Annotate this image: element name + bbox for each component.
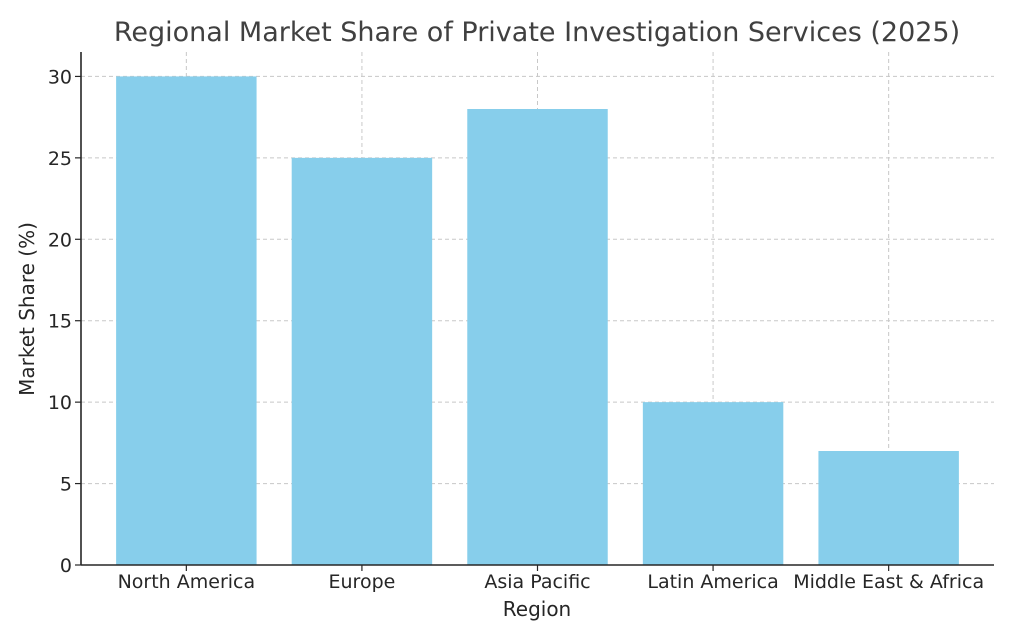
bar-north-america xyxy=(116,76,257,565)
y-tick-label: 25 xyxy=(48,148,72,170)
x-tick-label: Middle East & Africa xyxy=(793,571,984,593)
y-axis-label: Market Share (%) xyxy=(15,222,39,396)
y-ticks: 0 5 10 15 20 25 30 xyxy=(48,66,81,577)
y-tick-label: 20 xyxy=(48,229,72,251)
x-tick-label: Latin America xyxy=(647,571,778,593)
x-axis-label: Region xyxy=(503,597,571,621)
bar-asia-pacific xyxy=(467,109,608,565)
x-tick-label: Asia Pacific xyxy=(484,571,590,593)
bar-europe xyxy=(291,157,433,565)
y-tick-label: 15 xyxy=(48,311,72,333)
x-tick-label: Europe xyxy=(329,571,396,593)
chart-title: Regional Market Share of Private Investi… xyxy=(114,17,960,48)
bar-latin-america xyxy=(642,402,784,565)
bars xyxy=(116,76,959,565)
y-tick-label: 30 xyxy=(48,66,72,88)
x-ticks: North America Europe Asia Pacific Latin Ame… xyxy=(118,565,984,593)
y-tick-label: 10 xyxy=(48,392,72,414)
y-tick-label: 0 xyxy=(60,555,72,577)
y-tick-label: 5 xyxy=(60,474,72,496)
x-tick-label: North America xyxy=(118,571,256,593)
bar-middle-east-africa xyxy=(818,451,959,565)
